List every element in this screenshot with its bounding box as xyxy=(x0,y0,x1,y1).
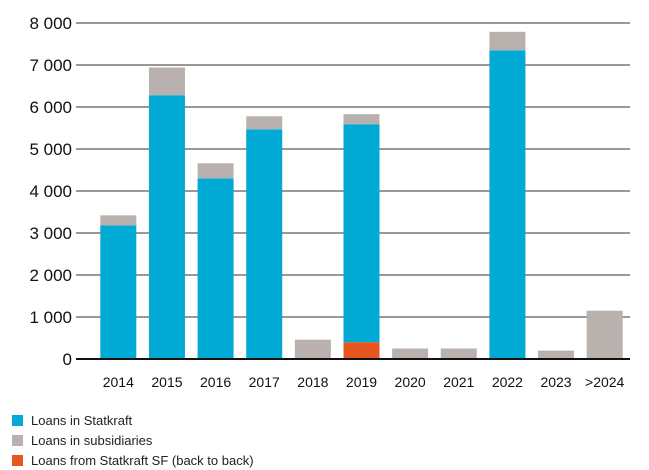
bar-segment xyxy=(489,31,526,51)
y-tick-label: 7 000 xyxy=(29,56,72,75)
x-tick-label: 2021 xyxy=(443,374,474,390)
bar-segment xyxy=(343,342,380,359)
bar-segment xyxy=(294,339,331,359)
legend-item-loans-from-statkraft-sf: Loans from Statkraft SF (back to back) xyxy=(12,450,254,470)
bar-segment xyxy=(246,116,283,130)
x-tick-label: 2014 xyxy=(103,374,134,390)
bar-segment xyxy=(392,348,429,359)
y-tick-label: 0 xyxy=(63,350,72,369)
x-axis-tick-labels: 2014 2015 2016 2017 2018 2019 2020 2021 2022 2023… xyxy=(103,374,625,390)
x-tick-label: 2018 xyxy=(297,374,328,390)
y-tick-label: 5 000 xyxy=(29,140,72,159)
y-tick-label: 8 000 xyxy=(29,14,72,33)
y-tick-label: 2 000 xyxy=(29,266,72,285)
y-tick-label: 1 000 xyxy=(29,308,72,327)
bar-segment xyxy=(197,178,234,359)
legend-swatch-loans-from-statkraft-sf xyxy=(12,454,23,466)
x-tick-label: 2017 xyxy=(249,374,280,390)
legend-item-loans-in-subsidiaries: Loans in subsidiaries xyxy=(12,430,254,450)
y-axis-tick-labels: 0 1 000 2 000 3 000 4 000 5 000 6 000 7 000 8 00… xyxy=(29,14,72,369)
bar-segment xyxy=(538,350,575,359)
x-tick-label: 2015 xyxy=(151,374,182,390)
loan-maturity-chart: 0 1 000 2 000 3 000 4 000 5 000 6 000 7 000 8 00… xyxy=(29,14,630,390)
y-tick-label: 3 000 xyxy=(29,224,72,243)
y-tick-label: 4 000 xyxy=(29,182,72,201)
legend-label: Loans in Statkraft xyxy=(31,412,133,428)
bar-segment xyxy=(197,163,234,179)
bar-segment xyxy=(148,95,185,360)
bar-segment xyxy=(246,129,283,359)
bar-segment xyxy=(100,225,137,359)
legend-swatch-loans-in-statkraft xyxy=(12,414,23,426)
bar-segment xyxy=(100,215,137,226)
bar-segment xyxy=(343,114,380,125)
bars xyxy=(100,31,623,360)
bar-segment xyxy=(440,348,477,359)
bar-segment xyxy=(343,124,380,343)
legend: Loans in Statkraft Loans in subsidiaries… xyxy=(12,410,254,470)
legend-label: Loans in subsidiaries xyxy=(31,432,153,448)
bar-segment xyxy=(489,50,526,360)
legend-item-loans-in-statkraft: Loans in Statkraft xyxy=(12,410,254,430)
bar-segment xyxy=(148,67,185,96)
x-tick-label: 2019 xyxy=(346,374,377,390)
x-tick-label: 2022 xyxy=(492,374,523,390)
legend-swatch-loans-in-subsidiaries xyxy=(12,434,23,446)
y-tick-label: 6 000 xyxy=(29,98,72,117)
legend-label: Loans from Statkraft SF (back to back) xyxy=(31,452,254,468)
x-tick-label: 2023 xyxy=(540,374,571,390)
x-tick-label: 2020 xyxy=(395,374,426,390)
x-tick-label: >2024 xyxy=(585,374,625,390)
x-tick-label: 2016 xyxy=(200,374,231,390)
bar-segment xyxy=(586,310,623,359)
